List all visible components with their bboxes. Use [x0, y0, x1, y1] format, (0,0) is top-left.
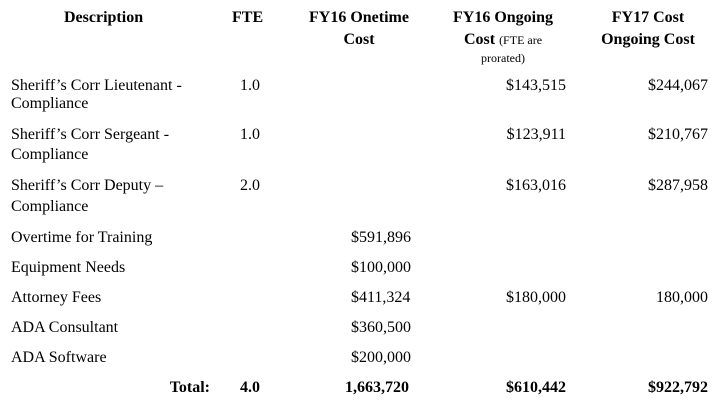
- row-2-ongoing: $123,911: [506, 126, 566, 143]
- row-6-fy17: 180,000: [656, 289, 708, 306]
- row-2-fte: 1.0: [240, 126, 260, 143]
- row-7-description: ADA Consultant: [11, 319, 119, 336]
- row-8-onetime: $200,000: [351, 349, 411, 366]
- header-ongoing-cost-word: Cost: [463, 31, 496, 48]
- header-ongoing-note-1: (FTE are: [499, 33, 543, 47]
- header-onetime-line2: Cost: [343, 31, 375, 48]
- header-ongoing-line2: Cost (FTE are: [440, 29, 566, 51]
- total-label: Total:: [169, 379, 210, 396]
- row-1-ongoing: $143,515: [506, 77, 566, 94]
- header-fte: FTE: [232, 9, 264, 26]
- row-3-fy17: $287,958: [648, 177, 708, 194]
- header-onetime-line1: FY16 Onetime: [309, 9, 409, 26]
- row-6-onetime: $411,324: [351, 289, 411, 306]
- header-fy17-line2: Ongoing Cost: [601, 31, 695, 48]
- row-4-onetime: $591,896: [351, 229, 411, 246]
- row-6-description: Attorney Fees: [11, 289, 102, 306]
- row-8-description: ADA Software: [11, 349, 107, 366]
- row-5-description: Equipment Needs: [11, 259, 126, 276]
- row-3-description-line1: Sheriff’s Corr Deputy –: [11, 177, 164, 194]
- header-fy17-line1: FY17 Cost: [611, 9, 685, 26]
- header-description: Description: [64, 9, 144, 26]
- total-ongoing: $610,442: [506, 379, 566, 396]
- row-3-fte: 2.0: [240, 177, 260, 194]
- row-1-fte: 1.0: [240, 77, 260, 94]
- row-2-fy17: $210,767: [648, 126, 708, 143]
- row-2-description-line2: Compliance: [11, 146, 89, 163]
- row-4-description: Overtime for Training: [11, 229, 153, 246]
- row-3-description-line2: Compliance: [11, 198, 89, 215]
- header-ongoing-note-2: prorated): [481, 51, 525, 65]
- row-5-onetime: $100,000: [351, 259, 411, 276]
- row-1-fy17: $244,067: [648, 77, 708, 94]
- header-ongoing-line1: FY16 Ongoing: [452, 9, 553, 26]
- row-7-onetime: $360,500: [351, 319, 411, 336]
- total-fy17: $922,792: [648, 379, 708, 396]
- row-2-description-line1: Sheriff’s Corr Sergeant -: [11, 126, 170, 143]
- row-6-ongoing: $180,000: [506, 289, 566, 306]
- row-3-ongoing: $163,016: [506, 177, 566, 194]
- total-fte: 4.0: [240, 379, 260, 396]
- total-onetime: 1,663,720: [345, 379, 409, 396]
- row-1-description-line1: Sheriff’s Corr Lieutenant -: [11, 77, 182, 94]
- row-1-description-line2: Compliance: [11, 95, 89, 112]
